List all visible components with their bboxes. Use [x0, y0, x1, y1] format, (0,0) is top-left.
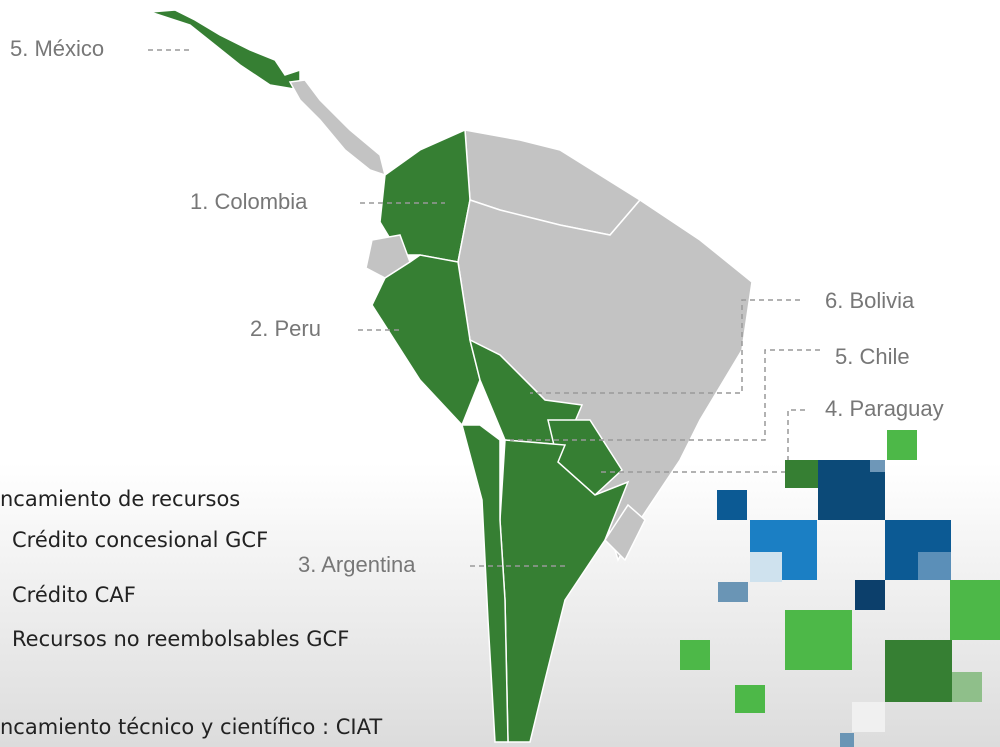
square: [718, 582, 748, 602]
square: [750, 552, 782, 582]
square: [918, 552, 951, 580]
heading: ncamiento de recursos: [0, 487, 240, 511]
square: [885, 640, 952, 702]
country-label: 4. Paraguay: [825, 396, 944, 421]
chile: [461, 424, 509, 743]
uruguay: [604, 503, 646, 562]
leaders: [148, 49, 820, 567]
square: [952, 672, 982, 702]
mexico: [149, 9, 301, 91]
leader-line: [510, 349, 820, 441]
country-label: 3. Argentina: [298, 552, 416, 577]
country-label: 5. Chile: [835, 344, 910, 369]
labels: 5. México 1. Colombia 2. Peru 6. Bolivia…: [10, 36, 944, 577]
square: [887, 430, 917, 460]
text-block: ncamiento de recursos Crédito concesiona…: [0, 487, 382, 739]
list-item: Crédito concesional GCF: [12, 528, 268, 552]
country-label: 2. Peru: [250, 316, 321, 341]
country-label: 6. Bolivia: [825, 288, 915, 313]
square: [855, 580, 885, 610]
square: [735, 685, 765, 713]
country-label: 1. Colombia: [190, 189, 308, 214]
square: [852, 702, 885, 732]
list-item: Crédito CAF: [12, 583, 136, 607]
country-label: 5. México: [10, 36, 104, 61]
list-item: Recursos no reembolsables GCF: [12, 627, 349, 651]
leader-line: [530, 299, 800, 394]
square: [840, 733, 854, 747]
squares: [680, 430, 1000, 747]
leader-line: [600, 409, 805, 473]
square: [785, 610, 852, 670]
square: [680, 640, 710, 670]
square: [950, 580, 1000, 640]
heading: ncamiento técnico y científico : CIAT: [0, 715, 382, 739]
square: [717, 490, 747, 520]
square: [870, 460, 885, 472]
map: [149, 9, 753, 743]
square: [785, 460, 818, 488]
